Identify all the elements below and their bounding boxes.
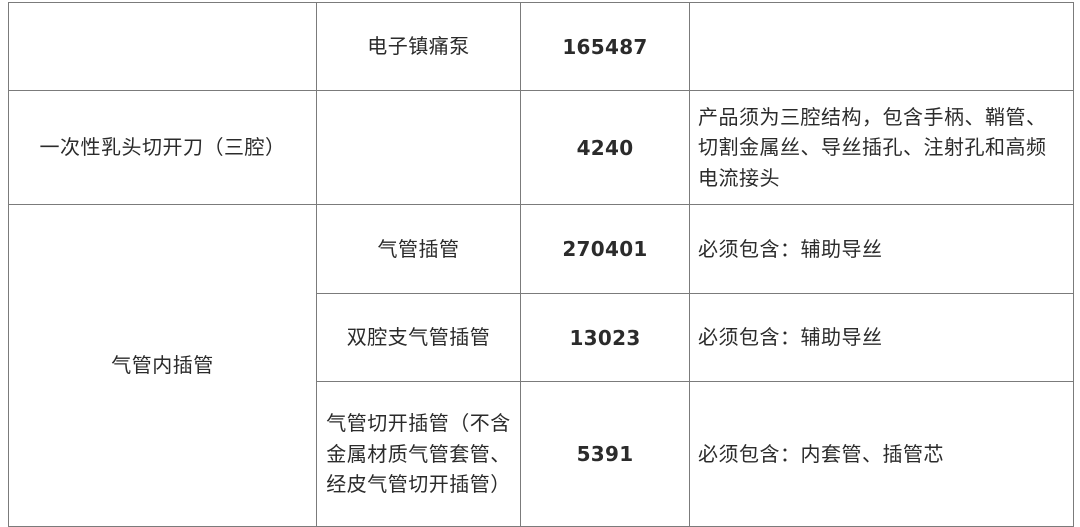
table-row: 气管内插管 气管插管 270401 必须包含：辅助导丝	[8, 204, 1074, 527]
cell-category	[8, 2, 317, 91]
cell-code: 270401	[520, 204, 690, 294]
cell-requirement	[689, 2, 1074, 91]
cell-item-name: 双腔支气管插管	[316, 293, 521, 382]
cell-requirement: 必须包含：辅助导丝	[689, 204, 1074, 294]
cell-category: 一次性乳头切开刀（三腔）	[8, 90, 317, 205]
table-row: 双腔支气管插管 13023 必须包含：辅助导丝	[9, 293, 1074, 382]
cell-item-name	[316, 90, 521, 205]
cell-requirement: 必须包含：辅助导丝	[689, 293, 1074, 382]
medical-device-spec-table: 电子镇痛泵 165487 一次性乳头切开刀（三腔） 4240 产品须为三腔结构，…	[8, 2, 1074, 527]
cell-code: 165487	[520, 2, 690, 91]
table-row: 电子镇痛泵 165487	[8, 2, 1074, 91]
cell-item-name: 气管切开插管（不含金属材质气管套管、经皮气管切开插管）	[316, 381, 521, 527]
cell-item-name: 气管插管	[316, 204, 521, 294]
cell-category-merged: 气管内插管	[8, 204, 317, 527]
cell-requirement: 产品须为三腔结构，包含手柄、鞘管、切割金属丝、导丝插孔、注射孔和高频电流接头	[689, 90, 1074, 205]
cell-code: 13023	[520, 293, 690, 382]
cell-requirement: 必须包含：内套管、插管芯	[689, 381, 1074, 527]
cell-item-name: 电子镇痛泵	[316, 2, 521, 91]
cell-code: 5391	[520, 381, 690, 527]
table-row: 一次性乳头切开刀（三腔） 4240 产品须为三腔结构，包含手柄、鞘管、切割金属丝…	[8, 90, 1074, 205]
cell-code: 4240	[520, 90, 690, 205]
